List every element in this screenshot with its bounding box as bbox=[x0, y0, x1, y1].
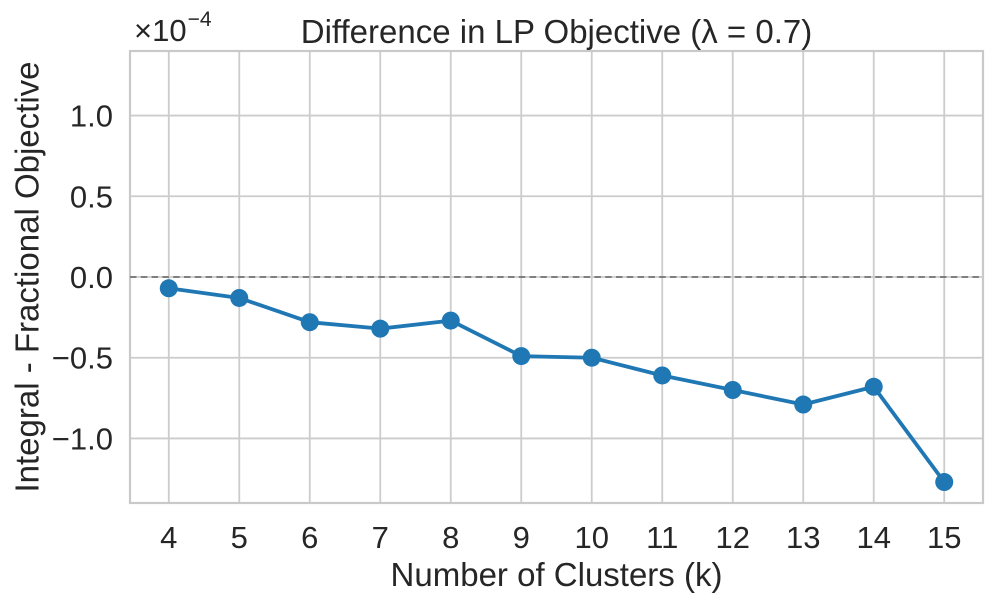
data-point bbox=[723, 381, 742, 399]
y-tick-label: 1.0 bbox=[70, 99, 113, 134]
data-point bbox=[371, 319, 390, 338]
x-axis-label: Number of Clusters (k) bbox=[390, 556, 723, 593]
data-line bbox=[166, 286, 947, 484]
chart-title: Difference in LP Objective (λ = 0.7) bbox=[300, 13, 813, 50]
x-tick-label: 6 bbox=[301, 520, 318, 555]
y-tick-label: −0.5 bbox=[52, 341, 113, 376]
y-axis-label: Integral - Fractional Objective bbox=[8, 61, 46, 493]
data-point bbox=[653, 366, 672, 385]
data-point bbox=[794, 395, 813, 414]
data-point bbox=[864, 377, 883, 396]
y-tick-label: 0.0 bbox=[70, 260, 113, 295]
x-tick-label: 14 bbox=[856, 520, 890, 555]
data-point bbox=[512, 347, 531, 366]
x-tick-label: 9 bbox=[513, 520, 530, 555]
data-point bbox=[582, 348, 601, 367]
x-tick-label: 13 bbox=[786, 520, 820, 555]
data-point bbox=[441, 311, 460, 330]
y-tick-label: 0.5 bbox=[70, 179, 113, 214]
x-tick-label: 15 bbox=[927, 520, 961, 555]
x-tick-label: 10 bbox=[575, 520, 609, 555]
offset-exponent: −4 bbox=[187, 7, 212, 31]
x-tick-label: 5 bbox=[231, 520, 248, 555]
x-tick-label: 7 bbox=[372, 520, 389, 555]
y-axis-offset-label: ×10−4 bbox=[134, 9, 212, 48]
data-point bbox=[300, 313, 319, 332]
y-tick-label: −1.0 bbox=[52, 421, 113, 456]
x-tick-label: 8 bbox=[442, 520, 459, 555]
data-point bbox=[230, 288, 249, 307]
offset-base: ×10 bbox=[134, 13, 187, 48]
x-tick-label: 11 bbox=[646, 520, 678, 555]
data-point bbox=[159, 279, 178, 298]
x-tick-label: 4 bbox=[160, 520, 177, 555]
x-tick-label: 12 bbox=[715, 520, 749, 555]
data-point bbox=[935, 473, 954, 492]
